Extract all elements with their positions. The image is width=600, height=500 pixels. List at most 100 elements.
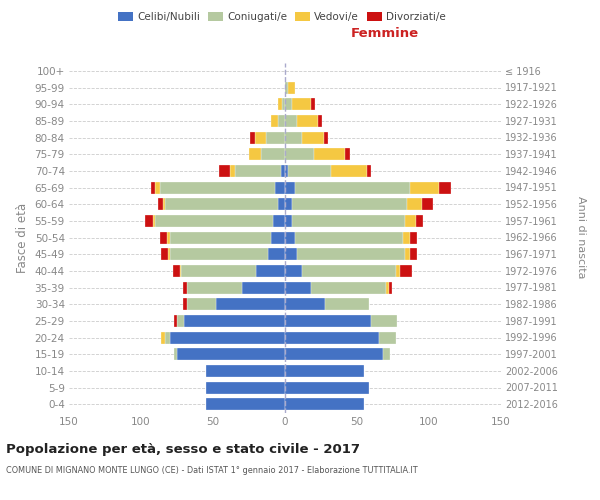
- Bar: [389, 282, 392, 294]
- Bar: [285, 232, 295, 243]
- Bar: [410, 232, 418, 243]
- Bar: [161, 332, 166, 344]
- Bar: [285, 182, 295, 194]
- Bar: [230, 165, 235, 177]
- Bar: [183, 282, 187, 294]
- Bar: [325, 298, 368, 310]
- Bar: [318, 115, 322, 127]
- Bar: [302, 265, 396, 277]
- Bar: [206, 382, 285, 394]
- Bar: [266, 132, 285, 143]
- Bar: [285, 332, 379, 344]
- Bar: [282, 98, 285, 110]
- Bar: [403, 232, 410, 243]
- Bar: [410, 182, 439, 194]
- Bar: [346, 148, 350, 160]
- Bar: [396, 265, 400, 277]
- Bar: [271, 115, 278, 127]
- Y-axis label: Fasce di età: Fasce di età: [16, 202, 29, 272]
- Bar: [173, 265, 180, 277]
- Bar: [177, 348, 285, 360]
- Bar: [422, 198, 433, 210]
- Text: Popolazione per età, sesso e stato civile - 2017: Popolazione per età, sesso e stato civil…: [6, 442, 360, 456]
- Bar: [285, 215, 292, 227]
- Bar: [285, 282, 311, 294]
- Bar: [145, 215, 152, 227]
- Bar: [166, 332, 170, 344]
- Bar: [288, 82, 295, 94]
- Bar: [285, 265, 302, 277]
- Bar: [249, 148, 260, 160]
- Bar: [295, 232, 403, 243]
- Bar: [170, 248, 268, 260]
- Bar: [285, 165, 288, 177]
- Bar: [151, 182, 155, 194]
- Bar: [371, 315, 397, 327]
- Bar: [152, 215, 155, 227]
- Bar: [285, 98, 292, 110]
- Bar: [285, 148, 314, 160]
- Bar: [410, 248, 418, 260]
- Bar: [167, 232, 170, 243]
- Bar: [285, 382, 368, 394]
- Bar: [285, 398, 364, 410]
- Bar: [285, 365, 364, 377]
- Bar: [331, 165, 367, 177]
- Bar: [161, 248, 169, 260]
- Bar: [158, 198, 163, 210]
- Bar: [296, 115, 318, 127]
- Bar: [278, 198, 285, 210]
- Bar: [311, 98, 315, 110]
- Bar: [400, 265, 412, 277]
- Bar: [169, 248, 170, 260]
- Bar: [174, 348, 177, 360]
- Bar: [187, 298, 216, 310]
- Bar: [296, 248, 404, 260]
- Bar: [285, 132, 302, 143]
- Bar: [206, 365, 285, 377]
- Bar: [155, 182, 160, 194]
- Bar: [170, 232, 271, 243]
- Bar: [180, 265, 181, 277]
- Bar: [216, 298, 285, 310]
- Bar: [278, 115, 285, 127]
- Bar: [268, 248, 285, 260]
- Bar: [187, 282, 242, 294]
- Bar: [260, 148, 285, 160]
- Bar: [285, 315, 371, 327]
- Bar: [206, 398, 285, 410]
- Bar: [219, 165, 230, 177]
- Bar: [235, 165, 281, 177]
- Bar: [295, 182, 410, 194]
- Bar: [416, 215, 423, 227]
- Y-axis label: Anni di nascita: Anni di nascita: [576, 196, 586, 278]
- Bar: [288, 165, 331, 177]
- Bar: [439, 182, 451, 194]
- Bar: [166, 198, 278, 210]
- Bar: [383, 348, 390, 360]
- Bar: [404, 215, 416, 227]
- Bar: [255, 132, 266, 143]
- Bar: [285, 298, 325, 310]
- Bar: [183, 298, 187, 310]
- Bar: [250, 132, 255, 143]
- Bar: [285, 198, 292, 210]
- Bar: [379, 332, 396, 344]
- Bar: [292, 198, 407, 210]
- Bar: [285, 348, 383, 360]
- Bar: [285, 248, 296, 260]
- Text: Femmine: Femmine: [350, 26, 418, 40]
- Legend: Celibi/Nubili, Coniugati/e, Vedovi/e, Divorziati/e: Celibi/Nubili, Coniugati/e, Vedovi/e, Di…: [114, 8, 450, 26]
- Bar: [404, 248, 410, 260]
- Bar: [184, 315, 285, 327]
- Bar: [386, 282, 389, 294]
- Bar: [170, 332, 285, 344]
- Bar: [177, 315, 184, 327]
- Bar: [174, 315, 177, 327]
- Bar: [367, 165, 371, 177]
- Bar: [160, 232, 167, 243]
- Bar: [278, 98, 282, 110]
- Bar: [163, 198, 166, 210]
- Bar: [275, 182, 285, 194]
- Bar: [292, 98, 311, 110]
